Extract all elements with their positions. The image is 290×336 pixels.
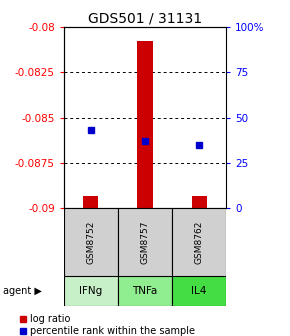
Text: GSM8757: GSM8757 xyxy=(140,220,150,264)
Bar xyxy=(172,276,226,306)
Bar xyxy=(118,208,172,276)
Text: IL4: IL4 xyxy=(191,286,207,296)
Text: GSM8762: GSM8762 xyxy=(195,220,204,264)
Text: IFNg: IFNg xyxy=(79,286,102,296)
Text: agent ▶: agent ▶ xyxy=(3,286,42,296)
Bar xyxy=(64,276,118,306)
Bar xyxy=(192,196,207,208)
Text: TNFa: TNFa xyxy=(132,286,158,296)
Text: GSM8752: GSM8752 xyxy=(86,220,95,264)
Title: GDS501 / 31131: GDS501 / 31131 xyxy=(88,12,202,26)
Bar xyxy=(137,41,153,208)
Bar xyxy=(83,196,98,208)
Bar xyxy=(118,276,172,306)
Bar xyxy=(64,208,118,276)
Bar xyxy=(172,208,226,276)
Legend: log ratio, percentile rank within the sample: log ratio, percentile rank within the sa… xyxy=(19,314,195,336)
